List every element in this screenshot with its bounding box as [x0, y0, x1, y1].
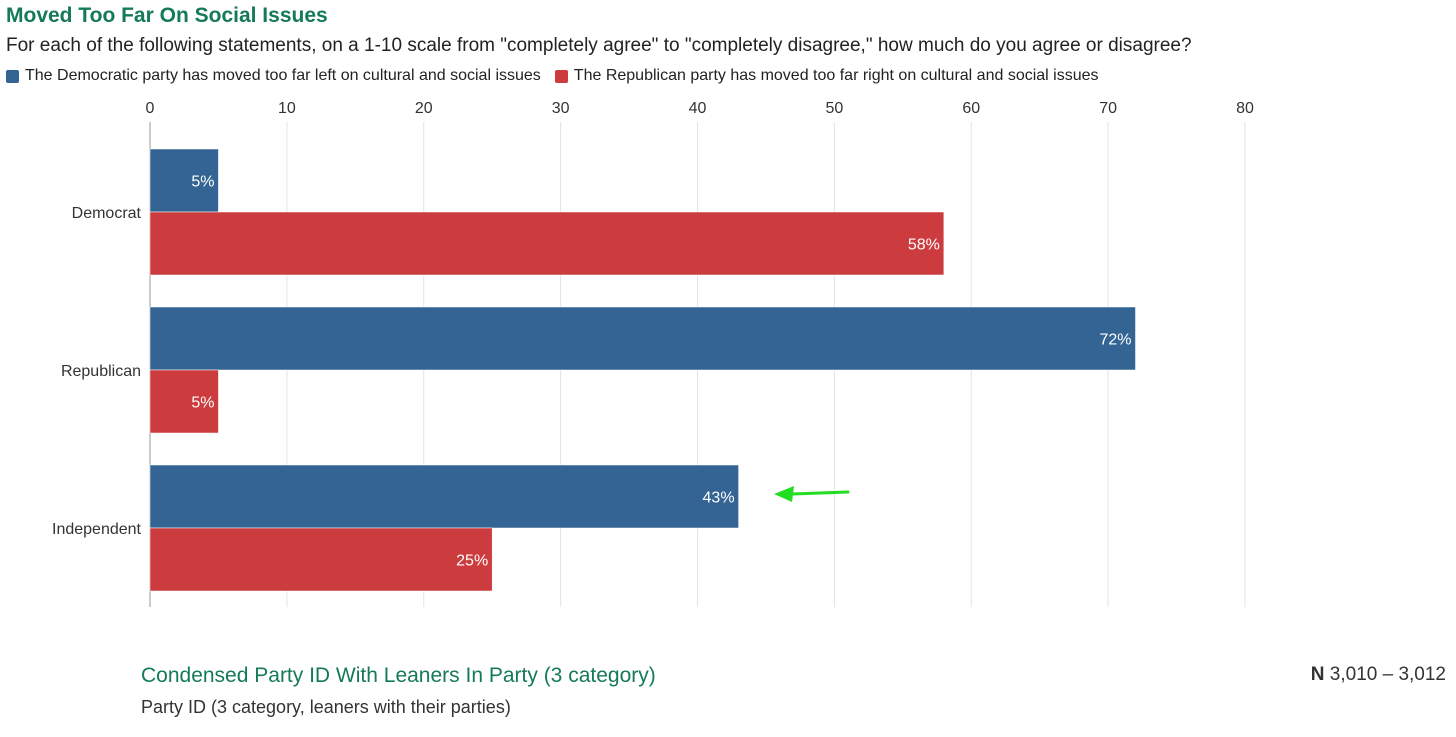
x-tick-label-80: 80 — [1236, 100, 1254, 117]
footer-title[interactable]: Condensed Party ID With Leaners In Party… — [141, 664, 656, 687]
chart-legend: The Democratic party has moved too far l… — [6, 67, 1099, 85]
category-label-democrat: Democrat — [72, 205, 142, 222]
legend-swatch-republican — [554, 69, 568, 83]
x-tick-label-10: 10 — [278, 100, 296, 117]
x-tick-label-30: 30 — [552, 100, 570, 117]
legend-item-democratic[interactable]: The Democratic party has moved too far l… — [6, 67, 541, 85]
footer-subtitle: Party ID (3 category, leaners with their… — [141, 697, 511, 717]
x-tick-label-40: 40 — [689, 100, 707, 117]
bar-republican-series-1 — [149, 369, 219, 434]
legend-label-republican: The Republican party has moved too far r… — [573, 67, 1099, 84]
x-tick-label-60: 60 — [962, 100, 980, 117]
bar-democrat-series-1 — [149, 211, 945, 276]
chart-subtitle: For each of the following statements, on… — [6, 35, 1192, 56]
data-label-independent-series-1: 25% — [456, 553, 488, 570]
bar-chart: 0 10 20 30 40 50 60 70 80 Democrat 5% 58% Republican… — [52, 100, 1254, 607]
sample-size: N 3,010 – 3,012 — [1311, 664, 1446, 686]
bar-independent-series-0 — [149, 464, 739, 529]
bar-independent-series-1 — [149, 527, 493, 592]
data-label-democrat-series-0: 5% — [191, 174, 214, 191]
category-label-republican: Republican — [61, 363, 141, 380]
legend-item-republican[interactable]: The Republican party has moved too far r… — [554, 67, 1099, 85]
legend-label-democratic: The Democratic party has moved too far l… — [25, 67, 541, 84]
annotation-arrow-shaft — [790, 490, 850, 496]
bar-democrat-series-0 — [149, 148, 219, 213]
legend-swatch-democratic — [6, 69, 19, 83]
x-tick-label-70: 70 — [1099, 100, 1117, 117]
x-tick-label-20: 20 — [415, 100, 433, 117]
bar-republican-series-0 — [149, 306, 1136, 371]
data-label-republican-series-1: 5% — [191, 395, 214, 412]
sample-size-label: N — [1310, 664, 1325, 685]
chart-title: Moved Too Far On Social Issues — [6, 4, 328, 27]
category-label-independent: Independent — [52, 521, 142, 538]
x-tick-label-50: 50 — [825, 100, 843, 117]
x-tick-label-0: 0 — [146, 100, 155, 117]
sample-size-value: 3,010 – 3,012 — [1329, 664, 1446, 685]
annotation-arrow-head — [774, 486, 794, 502]
data-label-democrat-series-1: 58% — [908, 237, 940, 254]
data-label-republican-series-0: 72% — [1099, 332, 1131, 349]
data-label-independent-series-0: 43% — [703, 490, 735, 507]
